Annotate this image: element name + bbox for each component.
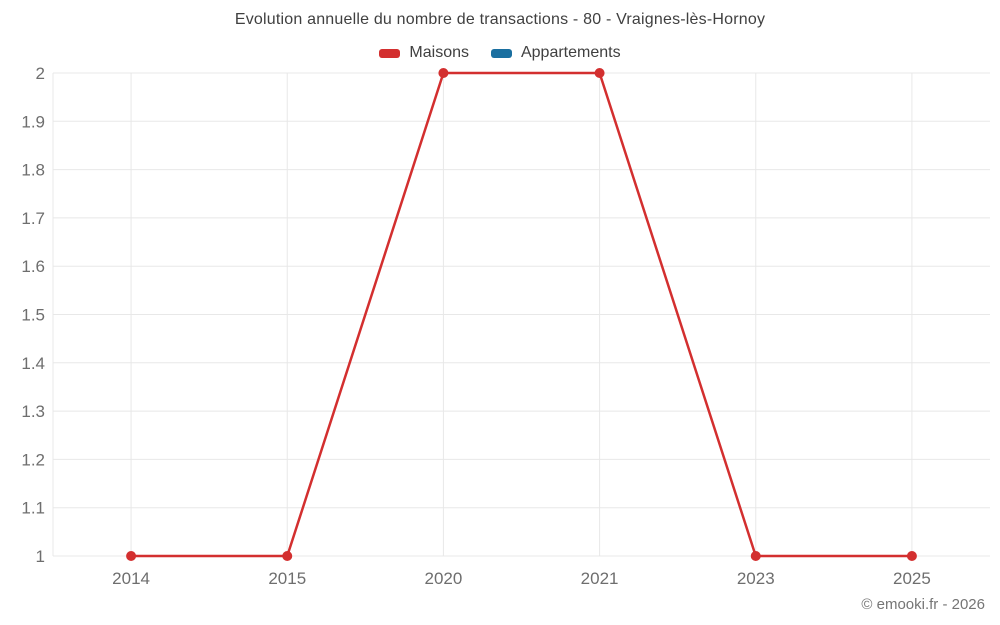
y-tick-label: 1.2 [21, 450, 45, 469]
y-tick-label: 1.5 [21, 306, 45, 325]
maisons-data-point[interactable] [126, 551, 137, 561]
y-tick-label: 1 [36, 547, 45, 566]
y-tick-label: 1.4 [21, 354, 45, 373]
maisons-line [131, 71, 912, 558]
chart-legend: Maisons Appartements [0, 44, 1000, 62]
x-tick-label: 2020 [425, 569, 463, 588]
maisons-data-point[interactable] [438, 68, 449, 78]
x-tick-label: 2021 [581, 569, 619, 588]
y-tick-label: 2 [36, 64, 45, 83]
legend-item-appartements[interactable]: Appartements [490, 44, 621, 62]
y-tick-label: 1.8 [21, 161, 45, 180]
copyright: © emooki.fr - 2026 [861, 596, 985, 613]
y-tick-label: 1.6 [21, 257, 45, 276]
y-tick-label: 1.1 [21, 499, 45, 518]
x-tick-label: 2014 [112, 569, 150, 588]
maisons-data-point[interactable] [594, 68, 605, 78]
y-tick-label: 1.7 [21, 209, 45, 228]
x-tick-label: 2023 [737, 569, 775, 588]
appartements-swatch-icon [490, 48, 512, 58]
chart-title: Evolution annuelle du nombre de transact… [234, 11, 766, 28]
y-tick-label: 1.3 [21, 402, 45, 421]
maisons-swatch-icon [379, 48, 401, 58]
maisons-data-point[interactable] [282, 551, 293, 561]
maisons-data-point[interactable] [906, 551, 917, 561]
x-tick-label: 2015 [268, 569, 306, 588]
legend-label-appartements: Appartements [520, 44, 621, 61]
y-tick-label: 1.9 [21, 112, 45, 131]
maisons-data-point[interactable] [750, 551, 761, 561]
legend-item-maisons[interactable]: Maisons [379, 44, 469, 62]
x-tick-label: 2025 [893, 569, 931, 588]
legend-label-maisons: Maisons [409, 44, 469, 61]
